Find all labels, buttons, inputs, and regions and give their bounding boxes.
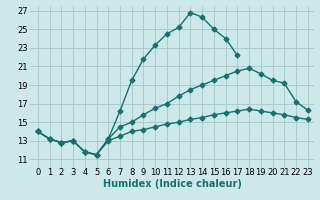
X-axis label: Humidex (Indice chaleur): Humidex (Indice chaleur) <box>103 179 242 189</box>
